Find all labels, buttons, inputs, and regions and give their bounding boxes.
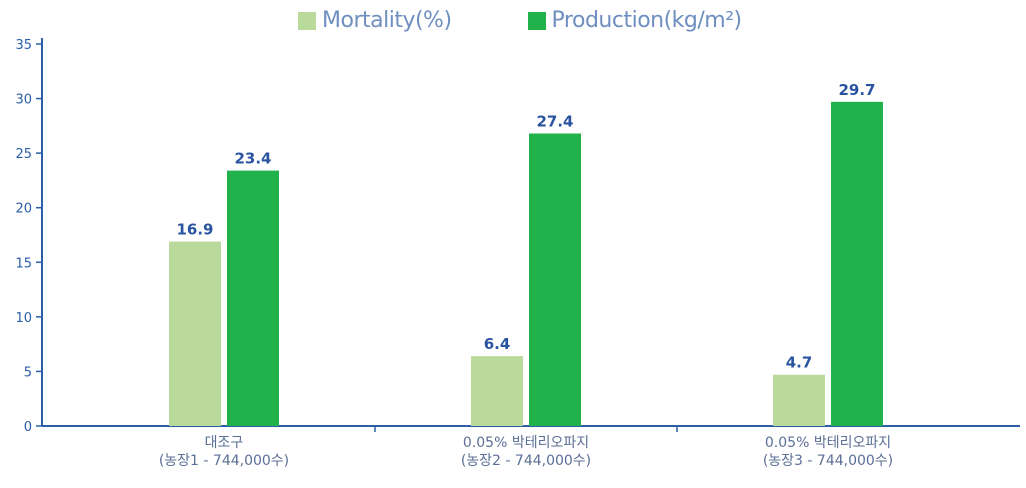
category-label: 대조구 [205, 435, 244, 451]
legend-label-production: Production(kg/m²) [551, 8, 743, 33]
y-tick-label: 10 [15, 311, 32, 326]
bar-mortality [773, 374, 825, 426]
y-tick-label: 0 [24, 420, 32, 435]
y-tick-label: 35 [15, 38, 32, 53]
legend-item-production: Production(kg/m²) [527, 8, 743, 33]
category-label: (농장3 - 744,000수) [763, 453, 893, 469]
y-tick-label: 5 [24, 365, 32, 380]
data-label-production: 27.4 [536, 112, 573, 130]
category-label: 0.05% 박테리오파지 [463, 435, 589, 451]
bar-mortality [169, 241, 221, 426]
legend-swatch-production [527, 11, 546, 30]
data-label-production: 23.4 [234, 150, 271, 168]
category-label: (농장2 - 744,000수) [461, 453, 591, 469]
legend-label-mortality: Mortality(%) [322, 8, 452, 33]
y-tick-label: 30 [15, 93, 32, 108]
bar-production [529, 133, 581, 427]
legend-swatch-mortality [298, 11, 316, 30]
data-label-mortality: 6.4 [484, 335, 511, 353]
y-tick-label: 15 [15, 256, 32, 271]
bar-production [831, 101, 883, 427]
category-label: (농장1 - 744,000수) [159, 453, 289, 469]
data-label-mortality: 4.7 [786, 354, 813, 372]
data-label-mortality: 16.9 [176, 221, 213, 239]
y-tick-label: 25 [15, 147, 32, 162]
bar-production [227, 170, 279, 426]
data-label-production: 29.7 [838, 81, 875, 99]
legend: Mortality(%) Production(kg/m²) [298, 8, 818, 33]
bar-mortality [471, 356, 523, 426]
y-tick-label: 20 [15, 202, 32, 217]
legend-item-mortality: Mortality(%) [298, 8, 452, 33]
category-label: 0.05% 박테리오파지 [765, 435, 891, 451]
